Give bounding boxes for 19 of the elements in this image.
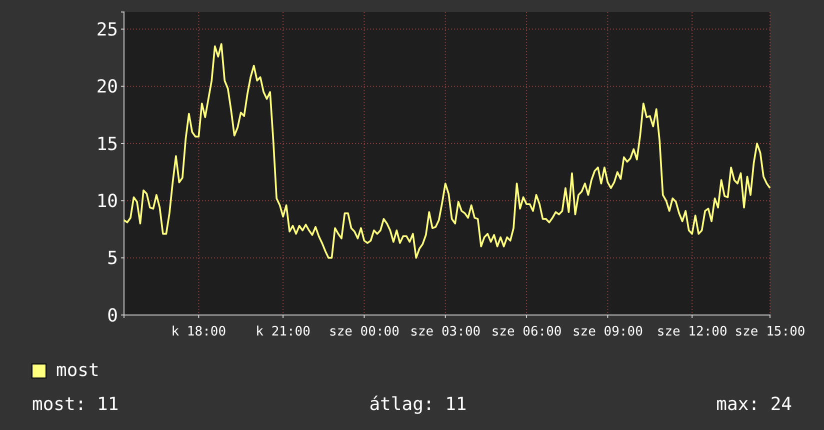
y-tick-label: 25 <box>96 19 118 40</box>
text: átlag: 11 <box>369 394 467 415</box>
y-tick-label: 5 <box>107 248 118 270</box>
x-tick-label: sze 15:00 <box>734 324 806 340</box>
x-tick-label: k 21:00 <box>256 324 310 340</box>
y-tick-label: 15 <box>96 134 118 155</box>
legend-label: most <box>56 360 100 381</box>
text: max: 24 <box>716 394 792 415</box>
text: most: 11 <box>32 394 119 415</box>
x-tick-label: k 18:00 <box>171 324 226 340</box>
y-tick-label: 20 <box>96 76 118 98</box>
y-tick-label: 10 <box>96 190 118 212</box>
x-tick-label: sze 00:00 <box>328 324 400 340</box>
line-series <box>123 43 771 259</box>
x-tick-label: sze 03:00 <box>410 324 481 340</box>
y-tick-label: 0 <box>107 305 118 326</box>
x-tick-label: sze 06:00 <box>491 324 562 340</box>
x-tick-label: sze 12:00 <box>656 324 728 340</box>
x-tick-label: sze 09:00 <box>572 324 643 340</box>
